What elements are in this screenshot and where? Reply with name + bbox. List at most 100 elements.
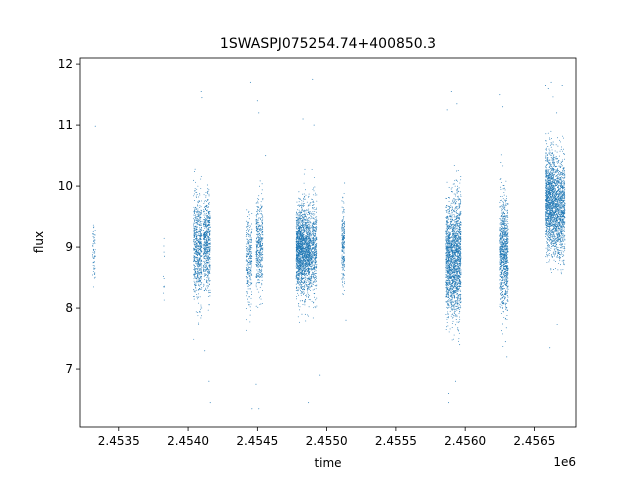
data-point	[196, 238, 198, 240]
data-point	[206, 256, 208, 258]
data-point	[199, 248, 201, 250]
data-point	[300, 292, 302, 294]
data-point	[258, 247, 259, 248]
data-point	[297, 238, 299, 240]
data-point	[197, 260, 199, 262]
data-point	[307, 236, 309, 237]
data-point	[199, 246, 201, 248]
data-point	[307, 218, 309, 220]
data-point	[204, 205, 206, 207]
data-point	[343, 269, 345, 271]
data-point	[304, 287, 306, 289]
data-point	[250, 273, 252, 275]
data-point	[302, 274, 303, 276]
data-point	[307, 252, 309, 254]
data-point	[246, 319, 247, 321]
data-point	[197, 245, 199, 247]
data-point	[205, 223, 207, 225]
data-point	[450, 188, 452, 190]
data-point	[310, 253, 312, 255]
data-point	[255, 227, 257, 229]
data-point	[247, 247, 248, 249]
data-point	[256, 259, 258, 261]
data-point	[203, 194, 205, 196]
data-point	[344, 283, 345, 285]
data-point	[306, 201, 308, 203]
data-point	[262, 216, 264, 218]
data-point	[298, 212, 300, 214]
data-point	[305, 257, 307, 258]
data-point	[445, 277, 447, 278]
data-point	[299, 245, 301, 247]
data-point	[256, 254, 258, 256]
data-point	[300, 237, 302, 239]
data-point	[201, 259, 203, 261]
data-point	[259, 265, 261, 267]
data-point	[204, 253, 206, 255]
data-point	[199, 233, 201, 235]
data-point	[312, 247, 314, 248]
data-point	[308, 228, 310, 230]
data-point	[306, 280, 308, 282]
data-point	[298, 256, 300, 258]
data-point	[297, 220, 299, 222]
data-point	[341, 229, 343, 230]
data-point	[309, 274, 311, 276]
data-point	[198, 242, 200, 244]
data-point	[260, 258, 262, 260]
data-point	[92, 245, 94, 247]
data-point	[311, 300, 313, 302]
data-point	[298, 218, 300, 220]
data-point	[312, 211, 314, 213]
data-point	[251, 213, 253, 214]
data-point	[248, 267, 250, 268]
data-point	[309, 221, 311, 223]
data-point	[307, 279, 309, 281]
data-point	[200, 277, 202, 278]
data-point	[209, 230, 211, 231]
data-point	[261, 232, 263, 234]
data-point	[301, 255, 303, 257]
data-point	[209, 225, 211, 227]
data-point	[307, 230, 309, 232]
data-point	[305, 239, 307, 241]
data-point	[93, 227, 95, 229]
data-point	[297, 232, 299, 234]
data-point	[315, 249, 317, 251]
data-point	[209, 254, 211, 256]
data-point	[308, 229, 310, 231]
data-point	[450, 315, 452, 317]
data-point	[311, 227, 313, 229]
data-point	[300, 285, 301, 287]
data-point	[342, 274, 344, 276]
data-point	[315, 251, 317, 253]
data-point	[302, 216, 304, 218]
data-point	[203, 220, 205, 222]
data-point	[205, 251, 207, 253]
data-point	[447, 314, 449, 315]
data-point	[194, 247, 196, 249]
data-point	[304, 242, 306, 244]
data-point	[260, 238, 262, 240]
data-point	[295, 265, 297, 267]
data-point	[314, 268, 316, 270]
data-point	[308, 210, 310, 212]
data-point	[256, 214, 258, 216]
data-point	[207, 270, 209, 272]
data-point	[255, 221, 257, 223]
data-point	[306, 258, 308, 260]
data-point	[194, 273, 196, 275]
data-point	[203, 210, 205, 212]
data-point	[304, 212, 306, 214]
data-point	[316, 297, 318, 299]
data-point	[307, 260, 308, 262]
data-point	[297, 236, 298, 237]
data-point	[315, 244, 317, 246]
data-point	[305, 279, 307, 280]
data-point	[260, 240, 262, 242]
data-point	[342, 235, 344, 237]
data-point	[197, 241, 199, 242]
data-point	[199, 311, 201, 313]
data-point	[342, 258, 344, 260]
data-point	[246, 291, 248, 293]
